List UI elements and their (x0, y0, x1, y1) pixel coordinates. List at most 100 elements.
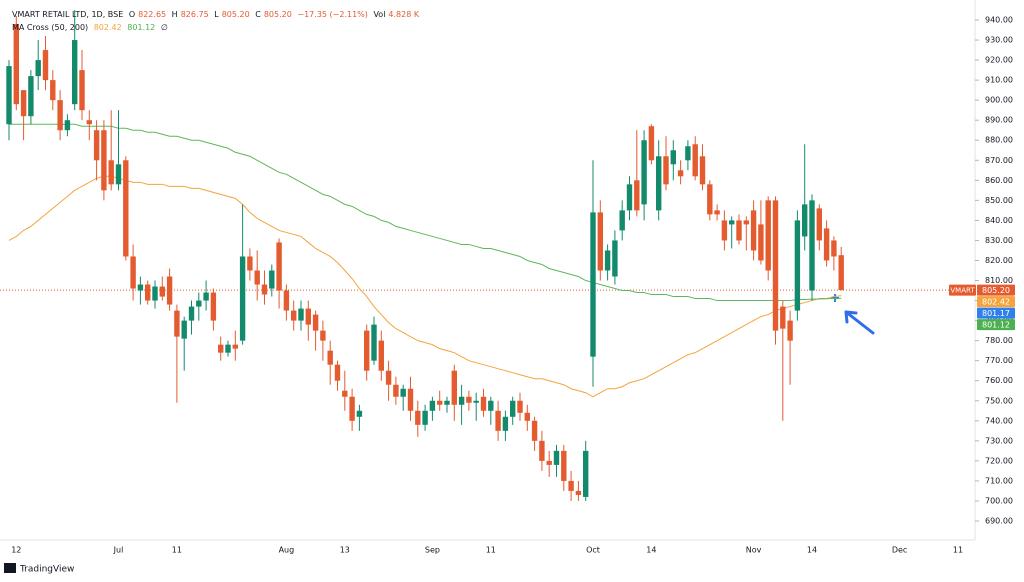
candle-body (597, 212, 603, 271)
candle-body (349, 396, 355, 421)
candle-body (115, 164, 122, 185)
candle-body (648, 126, 655, 161)
candle-body (291, 310, 297, 321)
candle-body (612, 240, 618, 277)
y-tick-label: 750.00 (985, 396, 1013, 405)
candle-body (802, 204, 808, 237)
candle-body (480, 396, 487, 411)
candle-body (50, 80, 56, 101)
brand: TradingView (19, 565, 74, 575)
symbol-tag-label: VMART (950, 287, 975, 295)
candle-body (743, 220, 749, 225)
candle-body (816, 208, 822, 241)
candle-body (692, 144, 698, 177)
candle-body (159, 286, 165, 297)
change: −17.35 (−2.11%) (297, 10, 368, 19)
candle-body (342, 390, 348, 397)
candle-body (758, 224, 764, 261)
y-tick-label: 700.00 (985, 496, 1013, 505)
candle-body (663, 156, 669, 185)
ma-line (9, 123, 842, 302)
candle-body (699, 156, 706, 185)
brand-logo (4, 563, 16, 573)
candle-body (196, 300, 202, 307)
x-tick-label: Aug (279, 546, 295, 555)
y-tick-label: 830.00 (985, 236, 1013, 245)
candle-body (765, 200, 771, 271)
ohlc-value: 805.20 (263, 10, 292, 19)
candle-body (539, 440, 545, 461)
annotation-arrow (844, 310, 875, 335)
candle-body (495, 410, 501, 431)
candle-body (137, 284, 144, 291)
indicator-flag: ∅ (160, 23, 168, 32)
candle-body (510, 400, 516, 417)
candle-body (656, 156, 662, 211)
candle-body (831, 240, 837, 257)
candle-body (312, 314, 319, 331)
y-tick-label: 810.00 (985, 276, 1013, 285)
candle-body (714, 210, 720, 215)
legend-row: VMART RETAIL LTD, 1D, BSE O 822.65 H 826.7… (12, 10, 422, 19)
price-tag-label: 801.12 (982, 321, 1010, 330)
candle-body (261, 284, 268, 295)
candle-body (502, 416, 509, 431)
candle-body (239, 256, 246, 341)
ohlc-value: 822.65 (138, 10, 167, 19)
price-tag-label: 802.42 (982, 298, 1010, 307)
symbol: VMART RETAIL LTD, 1D, BSE (12, 10, 124, 19)
candle-body (407, 388, 414, 411)
candle-body (371, 324, 377, 361)
price-tag (977, 319, 1015, 331)
candle-body (772, 200, 779, 331)
indicator: MA Cross (50, 200) (12, 23, 89, 32)
candle-body (473, 400, 479, 403)
x-tick-label: 14 (646, 546, 656, 555)
candle-body (707, 184, 713, 215)
candle-body (553, 450, 560, 465)
y-tick-label: 720.00 (985, 456, 1013, 465)
price-tag-label: 801.17 (982, 309, 1010, 318)
x-tick-label: 11 (486, 546, 496, 555)
candle-body (626, 184, 633, 211)
candle-body (327, 350, 333, 365)
symbol-tag (949, 284, 976, 296)
candle-body (320, 330, 326, 341)
candle-body (794, 220, 801, 311)
candle-body (166, 276, 173, 305)
candle-body (444, 400, 450, 405)
candle-body (466, 396, 472, 403)
candle-body (838, 255, 844, 291)
x-tick-label: Nov (746, 546, 762, 555)
x-tick-label: 13 (340, 546, 350, 555)
ohlc-label: C (255, 10, 261, 19)
y-tick-label: 780.00 (985, 336, 1013, 345)
ma-line (8, 175, 842, 398)
y-tick-label: 760.00 (985, 376, 1013, 385)
candle-body (123, 160, 129, 257)
candle-body (269, 270, 275, 289)
candle-body (28, 76, 34, 117)
candle-body (225, 344, 231, 353)
candle-body (108, 160, 114, 185)
candle-body (619, 210, 625, 231)
y-tick-label: 940.00 (985, 16, 1013, 25)
candle-body (670, 150, 676, 165)
candle-body (546, 460, 552, 465)
candle-body (93, 130, 100, 161)
candle-body (750, 210, 757, 251)
candle-body (210, 292, 217, 321)
candle-body (451, 370, 457, 405)
candle-body (729, 220, 735, 225)
x-tick-label: Oct (586, 546, 600, 555)
y-tick-label: 840.00 (985, 216, 1013, 225)
candle-body (6, 66, 12, 125)
price-tag (977, 284, 1015, 296)
candle-body (218, 344, 224, 353)
candle-body (393, 384, 399, 397)
candle-body (334, 364, 341, 381)
candle-body (145, 284, 151, 301)
y-tick-label: 870.00 (985, 156, 1013, 165)
